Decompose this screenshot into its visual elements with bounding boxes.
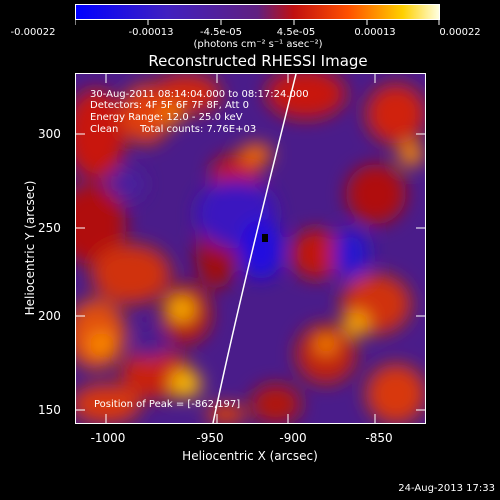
info-clean-label: Clean: [90, 124, 119, 135]
x-tick-label: -850: [365, 431, 393, 445]
info-energy-range: Energy Range: 12.0 - 25.0 keV: [90, 112, 243, 123]
info-detectors: Detectors: 4F 5F 6F 7F 8F, Att 0: [90, 100, 250, 111]
x-tick-label: -950: [196, 431, 224, 445]
solar-limb-line: [212, 74, 297, 423]
peak-marker: [262, 234, 268, 242]
generation-timestamp: 24-Aug-2013 17:33: [398, 483, 495, 494]
y-tick-label: 200: [38, 309, 61, 323]
info-time-range: 30-Aug-2011 08:14:04.000 to 08:17:24.000: [90, 89, 309, 100]
colorbar-tick-label: 4.5e-05: [276, 27, 316, 38]
colorbar-gradient: [76, 5, 439, 19]
colorbar-tick-label: -0.00022: [10, 27, 56, 38]
x-axis-label: Heliocentric X (arcsec): [182, 449, 318, 463]
axis-ticks: [75, 73, 426, 424]
colorbar-tick-label: -0.00013: [128, 27, 174, 38]
y-axis-label: Heliocentric Y (arcsec): [23, 180, 37, 316]
colorbar: [75, 4, 440, 20]
plot-title: Reconstructed RHESSI Image: [148, 52, 368, 70]
colorbar-ticks: [75, 20, 440, 25]
info-total-counts: Total counts: 7.76E+03: [140, 124, 257, 135]
x-tick-label: -900: [279, 431, 307, 445]
colorbar-tick-label: 0.00013: [354, 27, 396, 38]
y-tick-label: 150: [38, 403, 61, 417]
y-tick-label: 300: [38, 127, 61, 141]
colorbar-units: (photons cm⁻² s⁻¹ asec⁻²): [193, 39, 323, 50]
image-plot-area: 30-Aug-2011 08:14:04.000 to 08:17:24.000…: [75, 73, 426, 424]
colorbar-tick-label: 0.00022: [439, 27, 481, 38]
y-tick-label: 250: [38, 221, 61, 235]
info-peak-position: Position of Peak = [-862,197]: [94, 399, 241, 410]
colorbar-tick-label: -4.5e-05: [200, 27, 242, 38]
x-tick-label: -1000: [90, 431, 126, 445]
rhessi-image: [76, 74, 425, 423]
